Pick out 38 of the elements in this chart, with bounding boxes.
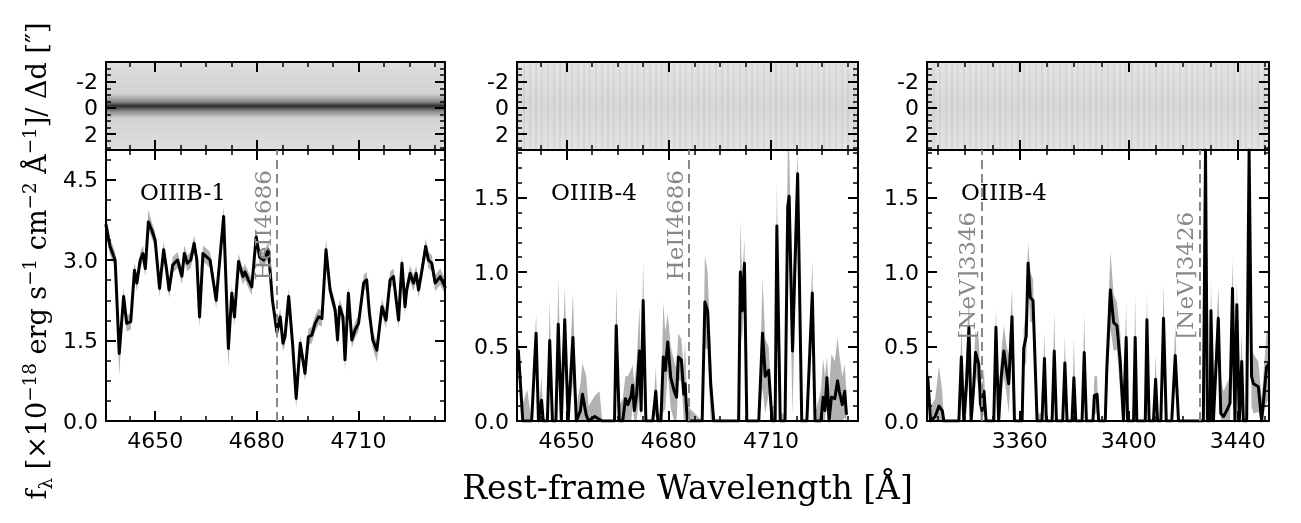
x-axis-title: Rest-frame Wavelength [Å] <box>462 468 913 508</box>
annotation: OIIIB-1 <box>140 179 226 205</box>
y-tick-label: -2 <box>897 69 919 95</box>
x-tick-label: 3440 <box>1209 427 1266 453</box>
x-tick-label: 4710 <box>743 427 800 453</box>
y-tick-label: 1.5 <box>884 185 919 211</box>
y-tick-label: 0.5 <box>884 334 919 360</box>
y-tick-label: 2 <box>84 121 98 147</box>
y-tick-label: 4.5 <box>63 167 98 193</box>
y-tick-label: 0.5 <box>474 334 509 360</box>
y-tick-label: 2 <box>495 121 509 147</box>
y-tick-label: -2 <box>487 69 509 95</box>
ref-line-label: HeII4686 <box>249 170 276 281</box>
y-tick-label: 1.5 <box>474 185 509 211</box>
x-tick-label: 4710 <box>330 427 387 453</box>
y-tick-label: -2 <box>76 69 98 95</box>
x-tick-label: 3360 <box>991 427 1048 453</box>
y-tick-label: 3.0 <box>63 247 98 273</box>
x-tick-label: 4680 <box>640 427 697 453</box>
y-tick-label: 1.0 <box>884 259 919 285</box>
ref-line-label: [NeV]3346 <box>954 211 980 339</box>
y-tick-label: 0 <box>84 95 98 121</box>
y-tick-label: 0 <box>905 95 919 121</box>
x-tick-label: 4650 <box>127 427 184 453</box>
y-tick-label: 0 <box>495 95 509 121</box>
annotation: OIIIB-4 <box>551 179 637 205</box>
ref-line-label: [NeV]3426 <box>1172 211 1199 339</box>
y-tick-label: 0.0 <box>63 408 98 434</box>
x-tick-label: 4650 <box>538 427 595 453</box>
y-tick-label: 0.0 <box>884 408 919 434</box>
annotation: OIIIB-4 <box>961 179 1047 205</box>
y-tick-label: 1.5 <box>63 328 98 354</box>
ref-line-label: HeII4686 <box>661 170 688 281</box>
y-tick-label: 1.0 <box>474 259 509 285</box>
y-tick-label: 0.0 <box>474 408 509 434</box>
x-tick-label: 3400 <box>1100 427 1157 453</box>
x-tick-label: 4680 <box>228 427 285 453</box>
y-tick-label: 2 <box>905 121 919 147</box>
